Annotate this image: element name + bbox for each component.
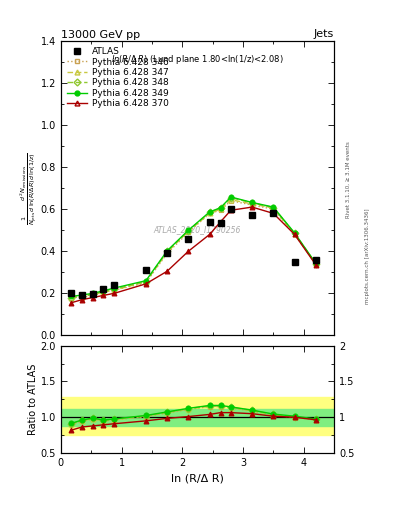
Text: mcplots.cern.ch [arXiv:1306.3436]: mcplots.cern.ch [arXiv:1306.3436] <box>365 208 370 304</box>
Text: Rivet 3.1.10, ≥ 3.1M events: Rivet 3.1.10, ≥ 3.1M events <box>345 141 350 218</box>
Legend: ATLAS, Pythia 6.428 346, Pythia 6.428 347, Pythia 6.428 348, Pythia 6.428 349, P: ATLAS, Pythia 6.428 346, Pythia 6.428 34… <box>65 46 170 110</box>
Text: $\mathit{ln}(\mathit{R}/\Delta\,\mathit{R})$ (Lund plane 1.80<ln(1/z)<2.08): $\mathit{ln}(\mathit{R}/\Delta\,\mathit{… <box>111 53 284 66</box>
Y-axis label: $\frac{1}{N_\mathrm{jets}}\frac{d^2N_\mathrm{emissions}}{d\,\mathrm{ln}(R/\Delta: $\frac{1}{N_\mathrm{jets}}\frac{d^2N_\ma… <box>18 152 39 225</box>
Bar <box>61 409 334 426</box>
Y-axis label: Ratio to ATLAS: Ratio to ATLAS <box>28 364 38 435</box>
Text: ATLAS_2020_I1790256: ATLAS_2020_I1790256 <box>154 225 241 234</box>
X-axis label: ln (R/Δ R): ln (R/Δ R) <box>171 474 224 483</box>
Text: Jets: Jets <box>314 30 334 39</box>
Text: 13000 GeV pp: 13000 GeV pp <box>61 30 140 40</box>
Bar <box>61 397 334 435</box>
